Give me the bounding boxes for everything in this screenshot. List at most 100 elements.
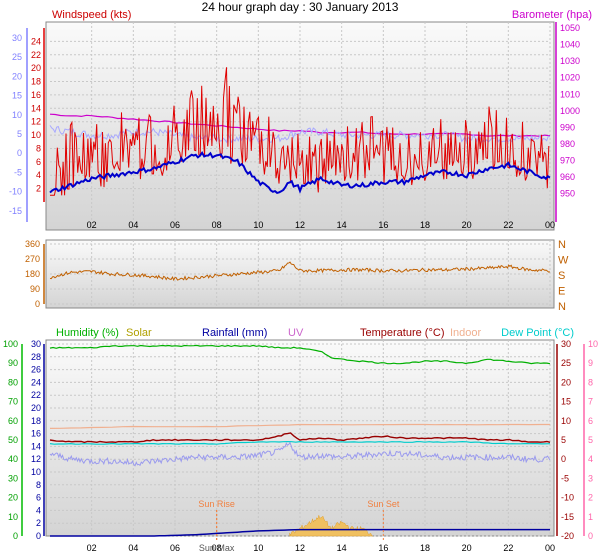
rainfall-tick-label: 2: [36, 518, 41, 528]
x-tick-label: 16: [378, 543, 388, 553]
temperature-tick-label: -15: [561, 512, 574, 522]
right-tick-label: 990: [560, 122, 575, 132]
x-tick-label: 06: [170, 543, 180, 553]
uv-tick-label: 5: [588, 435, 593, 445]
windspeed-line: [50, 67, 550, 196]
windchill-line: [49, 441, 551, 467]
x-tick-label: 20: [462, 543, 472, 553]
right-tick-label: 1000: [560, 106, 580, 116]
rainfall-tick-label: 24: [31, 377, 41, 387]
uv-tick-label: 4: [588, 454, 593, 464]
temp-panel-axes: 1009080706050403020100302826242220181614…: [3, 339, 598, 553]
x-tick-label: 02: [87, 220, 97, 230]
temperature-tick-label: 25: [561, 358, 571, 368]
x-tick-label: 20: [462, 220, 472, 230]
temperature-tick-label: -5: [561, 473, 569, 483]
x-tick-label: 14: [337, 220, 347, 230]
rainfall-tick-label: 6: [36, 493, 41, 503]
x-tick-label: 12: [295, 543, 305, 553]
left-inner-tick-label: 16: [31, 90, 41, 100]
humidity-tick-label: 80: [8, 377, 18, 387]
x-tick-label: 00: [545, 543, 555, 553]
rainfall-tick-label: 12: [31, 454, 41, 464]
direction-tick-label: 270: [25, 254, 40, 264]
rainfall-tick-label: 4: [36, 505, 41, 515]
left-inner-tick-label: 18: [31, 77, 41, 87]
humidity-tick-label: 50: [8, 435, 18, 445]
x-tick-label: 04: [128, 220, 138, 230]
humidity-tick-label: 20: [8, 493, 18, 503]
temperature-tick-label: -10: [561, 493, 574, 503]
compass-label: W: [558, 255, 569, 267]
rainfall-tick-label: 18: [31, 416, 41, 426]
left-inner-tick-label: 22: [31, 50, 41, 60]
windspeed-label: Windspeed (kts): [52, 9, 131, 21]
x-tick-label: 18: [420, 543, 430, 553]
right-tick-label: 950: [560, 189, 575, 199]
x-tick-label: 22: [503, 220, 513, 230]
direction-line: [49, 261, 551, 282]
compass-label: N: [558, 301, 566, 313]
direction-panel-gridlines: [50, 240, 551, 308]
left-inner-tick-label: 14: [31, 103, 41, 113]
compass-label: S: [558, 270, 565, 282]
direction-tick-label: 90: [30, 284, 40, 294]
rainfall-tick-label: 8: [36, 480, 41, 490]
sun-marker-label: Sun Max: [199, 543, 235, 553]
humidity-tick-label: 100: [3, 339, 18, 349]
uv-tick-label: 9: [588, 358, 593, 368]
uv-tick-label: 7: [588, 397, 593, 407]
left-outer-tick-label: -10: [9, 187, 22, 197]
humidity-tick-label: 0: [13, 531, 18, 541]
humidity-line: [49, 344, 551, 365]
x-tick-label: 12: [295, 220, 305, 230]
wind-panel-series: [49, 67, 551, 196]
temperature-label: Temperature (°C): [360, 327, 444, 339]
humidity-tick-label: 10: [8, 512, 18, 522]
direction-panel-series: [49, 261, 551, 282]
humidity-tick-label: 40: [8, 454, 18, 464]
rainfall-tick-label: 28: [31, 352, 41, 362]
indoor-line: [49, 423, 550, 429]
temperature-tick-label: 20: [561, 377, 571, 387]
x-tick-label: 02: [87, 543, 97, 553]
left-inner-tick-label: 24: [31, 36, 41, 46]
indoor-label: Indoor: [450, 327, 482, 339]
direction-tick-label: 180: [25, 269, 40, 279]
uv-tick-label: 0: [588, 531, 593, 541]
rainfall-label: Rainfall (mm): [202, 327, 267, 339]
temp-panel-annotations: Sun Rise Sun Set Sun Max: [198, 499, 399, 553]
solar-label: Solar: [126, 327, 152, 339]
rainfall-tick-label: 10: [31, 467, 41, 477]
left-inner-tick-label: 10: [31, 130, 41, 140]
rainfall-tick-label: 26: [31, 365, 41, 375]
left-outer-tick-label: 25: [12, 52, 22, 62]
humidity-label: Humidity (%): [56, 327, 119, 339]
left-outer-tick-label: -5: [14, 167, 22, 177]
left-inner-tick-label: 2: [36, 184, 41, 194]
left-outer-tick-label: 0: [17, 148, 22, 158]
uv-tick-label: 3: [588, 473, 593, 483]
humidity-tick-label: 30: [8, 473, 18, 483]
wind-average-line: [49, 125, 551, 144]
temperature-blue-line: [49, 150, 551, 195]
temperature-tick-label: 30: [561, 339, 571, 349]
barometer-label: Barometer (hpa): [512, 9, 592, 21]
temp-panel-series: [49, 344, 551, 537]
left-inner-tick-label: 6: [36, 157, 41, 167]
humidity-tick-label: 60: [8, 416, 18, 426]
right-tick-label: 970: [560, 156, 575, 166]
sun-marker-label: Sun Set: [367, 499, 400, 509]
x-tick-label: 06: [170, 220, 180, 230]
uv-label: UV: [288, 327, 304, 339]
left-inner-tick-label: 4: [36, 170, 41, 180]
x-tick-label: 08: [212, 543, 222, 553]
left-inner-tick-label: 8: [36, 143, 41, 153]
x-tick-label: 04: [128, 543, 138, 553]
compass-label: E: [558, 286, 565, 298]
wind-panel-axes: 302520151050-5-10-1524222018161412108642…: [9, 22, 580, 230]
rainfall-tick-label: 0: [36, 531, 41, 541]
dewpoint-line: [49, 440, 551, 445]
uv-tick-label: 2: [588, 493, 593, 503]
